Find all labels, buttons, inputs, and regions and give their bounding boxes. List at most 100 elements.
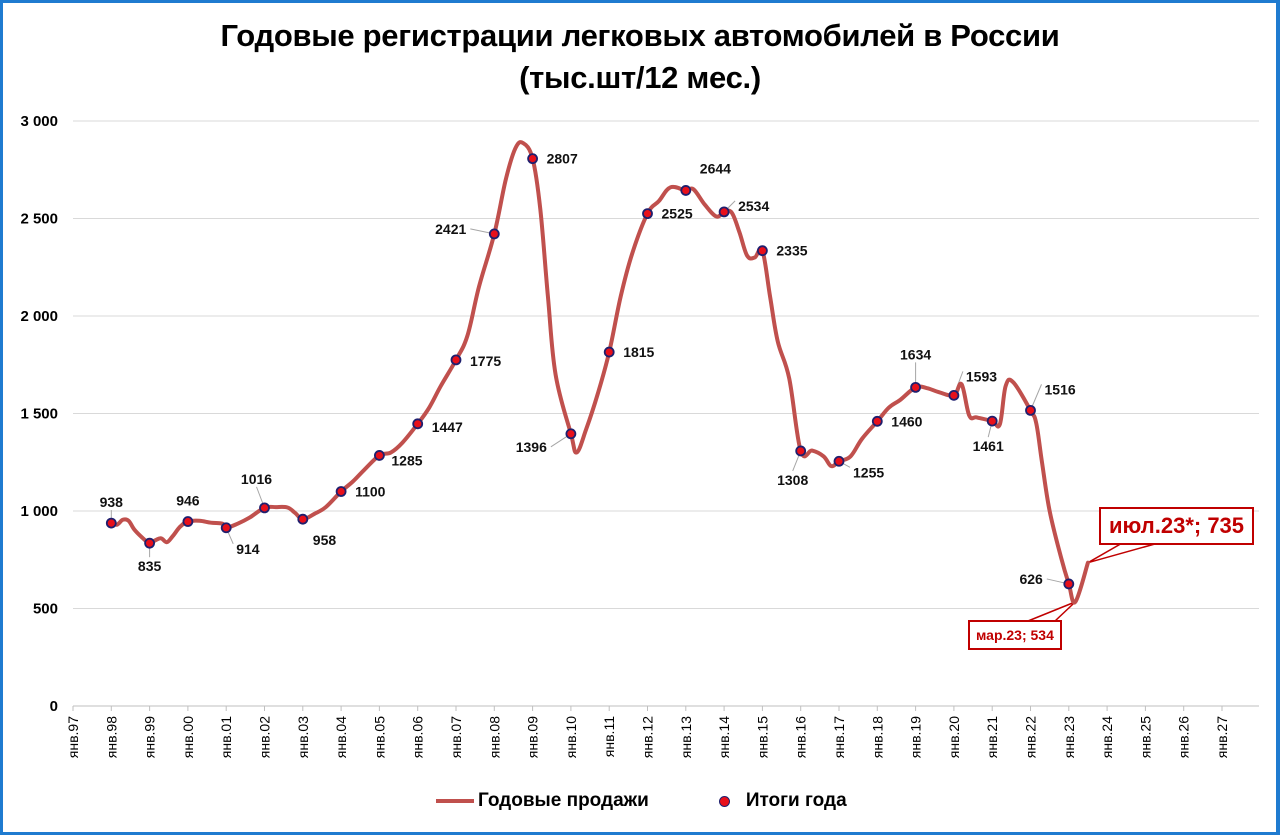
year-total-marker bbox=[488, 228, 500, 240]
data-label: 946 bbox=[176, 493, 200, 509]
y-tick-label: 0 bbox=[50, 698, 58, 715]
x-tick-label: янв.12 bbox=[640, 716, 656, 758]
y-tick-label: 1 500 bbox=[20, 406, 58, 423]
data-label: 938 bbox=[100, 494, 124, 510]
data-label: 2807 bbox=[547, 151, 578, 167]
x-tick-label: янв.17 bbox=[831, 716, 847, 758]
data-label: 1775 bbox=[470, 353, 501, 369]
data-label: 1396 bbox=[516, 439, 547, 455]
x-tick-label: янв.11 bbox=[601, 716, 617, 757]
year-total-marker bbox=[335, 486, 347, 497]
legend-dot-label: Итоги года bbox=[745, 790, 847, 811]
x-tick-label: янв.08 bbox=[486, 716, 502, 758]
year-total-marker bbox=[412, 418, 424, 430]
chart-subtitle: (тыс.шт/12 мес.) bbox=[519, 60, 761, 95]
year-total-marker bbox=[795, 445, 807, 457]
data-label: 1100 bbox=[355, 484, 386, 500]
x-tick-label: янв.14 bbox=[716, 716, 732, 758]
year-total-marker bbox=[871, 415, 883, 427]
year-total-marker bbox=[373, 450, 385, 461]
legend: Годовые продажи Итоги года bbox=[436, 790, 847, 812]
data-label: 626 bbox=[1019, 571, 1043, 587]
y-tick-label: 1 000 bbox=[20, 503, 58, 520]
year-total-marker bbox=[220, 522, 232, 534]
data-label: 1447 bbox=[432, 419, 463, 435]
y-tick-label: 500 bbox=[33, 601, 58, 618]
data-label: 1593 bbox=[966, 368, 997, 384]
data-label: 2644 bbox=[700, 160, 731, 176]
year-total-marker bbox=[642, 208, 653, 220]
x-tick-label: янв.18 bbox=[869, 716, 885, 758]
data-label: 2525 bbox=[662, 206, 693, 222]
x-tick-label: янв.22 bbox=[1023, 716, 1039, 758]
data-label: 2421 bbox=[435, 221, 466, 237]
x-tick-label: янв.98 bbox=[103, 716, 119, 758]
x-tick-label: янв.05 bbox=[371, 716, 387, 758]
year-total-marker bbox=[450, 354, 462, 366]
legend-line-label: Годовые продажи bbox=[478, 790, 649, 811]
data-label: 1460 bbox=[891, 413, 922, 429]
year-total-marker bbox=[1063, 578, 1075, 590]
x-tick-label: янв.03 bbox=[295, 716, 311, 758]
x-tick-label: янв.06 bbox=[410, 716, 426, 758]
x-tick-label: янв.07 bbox=[448, 716, 464, 758]
x-tick-label: янв.20 bbox=[946, 716, 962, 758]
year-total-marker bbox=[259, 502, 270, 514]
year-total-marker bbox=[527, 153, 538, 165]
x-tick-label: янв.23 bbox=[1061, 716, 1077, 758]
data-label: 1516 bbox=[1045, 381, 1076, 397]
year-total-marker bbox=[182, 516, 194, 527]
x-tick-label: янв.09 bbox=[525, 716, 541, 758]
data-label: 1634 bbox=[900, 346, 931, 362]
year-total-marker bbox=[105, 517, 117, 529]
x-tick-label: янв.10 bbox=[563, 716, 579, 758]
year-total-marker bbox=[757, 245, 768, 257]
annual-sales-line bbox=[109, 140, 1090, 605]
data-label: 958 bbox=[313, 532, 337, 548]
year-total-marker bbox=[144, 537, 156, 549]
y-tick-label: 2 000 bbox=[20, 308, 58, 325]
legend-dot-swatch bbox=[718, 795, 730, 807]
data-labels: 938 835 946 914 1016 958 1100 1285 1447 1775 2421 2… bbox=[100, 151, 1076, 587]
x-tick-label: янв.04 bbox=[333, 716, 349, 758]
chart-title: Годовые регистрации легковых автомобилей… bbox=[220, 18, 1060, 53]
year-total-marker bbox=[603, 346, 615, 358]
year-total-marker bbox=[565, 428, 577, 440]
x-tick-label: янв.02 bbox=[257, 716, 273, 758]
year-total-marker bbox=[297, 513, 309, 525]
y-tick-label: 3 000 bbox=[20, 113, 58, 130]
year-total-marker bbox=[718, 206, 730, 218]
data-label: 1285 bbox=[391, 452, 422, 468]
x-axis: янв.97 янв.98 янв.99 янв.00 янв.01 янв.02 янв.… bbox=[65, 705, 1259, 758]
x-tick-label: янв.00 bbox=[180, 716, 196, 758]
y-axis: 0 500 1 000 1 500 2 000 2 500 3 000 bbox=[20, 113, 58, 715]
data-label: 1815 bbox=[623, 344, 654, 360]
data-label: 835 bbox=[138, 558, 162, 574]
x-tick-label: янв.27 bbox=[1214, 716, 1230, 758]
year-total-marker bbox=[1025, 404, 1036, 416]
x-tick-label: янв.97 bbox=[65, 716, 81, 758]
data-label: 1255 bbox=[853, 464, 884, 480]
data-label: 1461 bbox=[973, 438, 1004, 454]
year-total-marker bbox=[680, 185, 692, 196]
x-tick-label: янв.26 bbox=[1176, 716, 1192, 758]
year-total-marker bbox=[833, 455, 845, 467]
x-tick-label: янв.19 bbox=[908, 716, 924, 758]
data-label: 914 bbox=[236, 541, 260, 557]
callout-mar23: мар.23; 534 bbox=[968, 620, 1062, 650]
x-tick-label: янв.24 bbox=[1099, 716, 1115, 758]
x-tick-label: янв.15 bbox=[754, 716, 770, 758]
y-tick-label: 2 500 bbox=[20, 211, 58, 228]
callout-pointers bbox=[1027, 541, 1163, 622]
year-total-marker bbox=[986, 415, 998, 427]
legend-line-swatch bbox=[436, 799, 474, 803]
x-tick-label: янв.01 bbox=[218, 716, 234, 758]
callout-jul23: июл.23*; 735 bbox=[1099, 507, 1255, 545]
x-tick-label: янв.21 bbox=[984, 716, 1000, 758]
x-tick-label: янв.13 bbox=[678, 716, 694, 758]
year-total-markers bbox=[105, 153, 1075, 590]
x-tick-label: янв.99 bbox=[142, 716, 158, 758]
year-total-marker bbox=[948, 389, 960, 401]
